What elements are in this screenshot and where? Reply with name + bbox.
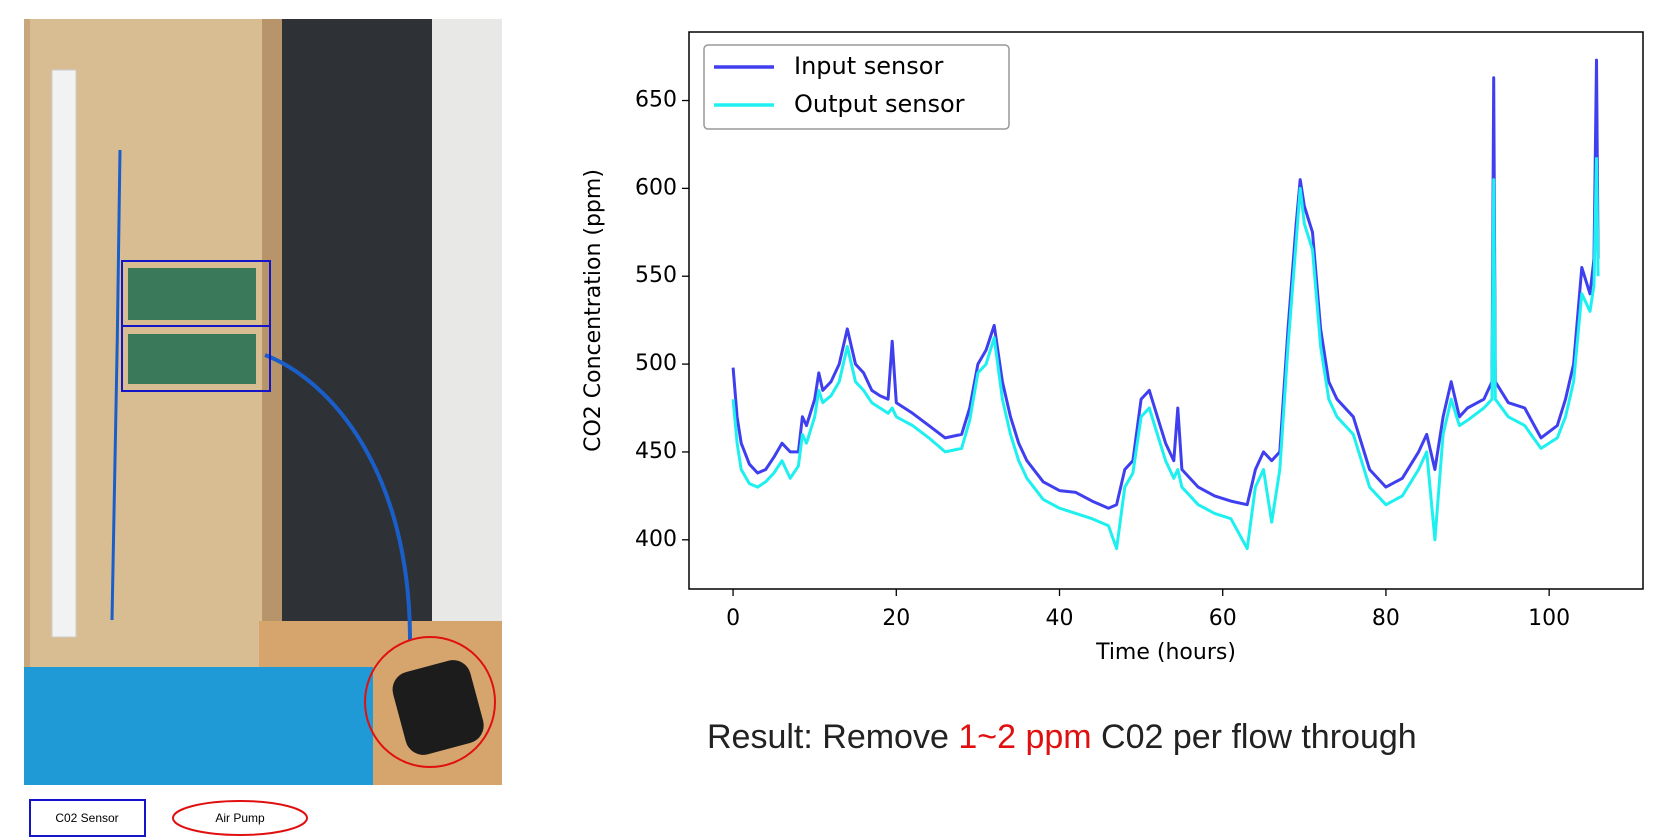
- window: [282, 19, 432, 621]
- sensor-board: [128, 268, 256, 320]
- x-tick-label: 40: [1046, 606, 1074, 631]
- x-tick-label: 60: [1209, 606, 1237, 631]
- pump: [392, 660, 484, 755]
- y-tick-label: 450: [635, 439, 677, 464]
- x-axis-label: Time (hours): [1095, 640, 1236, 665]
- y-tick-label: 500: [635, 351, 677, 376]
- sensor-box: [121, 325, 271, 392]
- chart: 400 450 500 550 600 650 0 20 40 60 80 100 Time (hour…: [581, 31, 1644, 665]
- x-tick-label: 80: [1372, 606, 1400, 631]
- tube: [110, 149, 122, 621]
- pump-circle: [364, 636, 496, 768]
- legend-box: [703, 44, 1010, 130]
- pump-key-label: Air Pump: [215, 811, 265, 825]
- sensor-key-label: C02 Sensor: [55, 811, 118, 825]
- result-prefix: Result: Remove: [707, 718, 959, 756]
- y-tick-label: 400: [635, 527, 677, 552]
- sensor-board: [128, 334, 256, 384]
- result-text: Result: Remove 1~2 ppm C02 per flow thro…: [707, 718, 1417, 757]
- result-suffix: C02 per flow through: [1091, 718, 1417, 756]
- legend-label: Input sensor: [794, 52, 943, 80]
- y-tick-label: 600: [635, 175, 677, 200]
- pipe: [51, 69, 77, 638]
- tube: [264, 353, 412, 641]
- frame: [432, 19, 502, 621]
- mat: [24, 667, 373, 785]
- result-highlight: 1~2 ppm: [958, 718, 1092, 756]
- y-axis-label: CO2 Concentration (ppm): [581, 169, 606, 452]
- x-tick-label: 100: [1528, 606, 1570, 631]
- y-tick-label: 650: [635, 88, 677, 113]
- board-edge: [262, 19, 282, 621]
- legend-label: Output sensor: [794, 90, 965, 118]
- y-tick-label: 550: [635, 263, 677, 288]
- pump-key: [172, 800, 308, 836]
- sensor-key: [29, 799, 146, 837]
- photo: [24, 19, 502, 785]
- x-tick-label: 20: [882, 606, 910, 631]
- x-tick-label: 0: [726, 606, 740, 631]
- series-line: [731, 58, 1600, 510]
- series-line: [731, 157, 1600, 551]
- plot-frame: [688, 31, 1644, 590]
